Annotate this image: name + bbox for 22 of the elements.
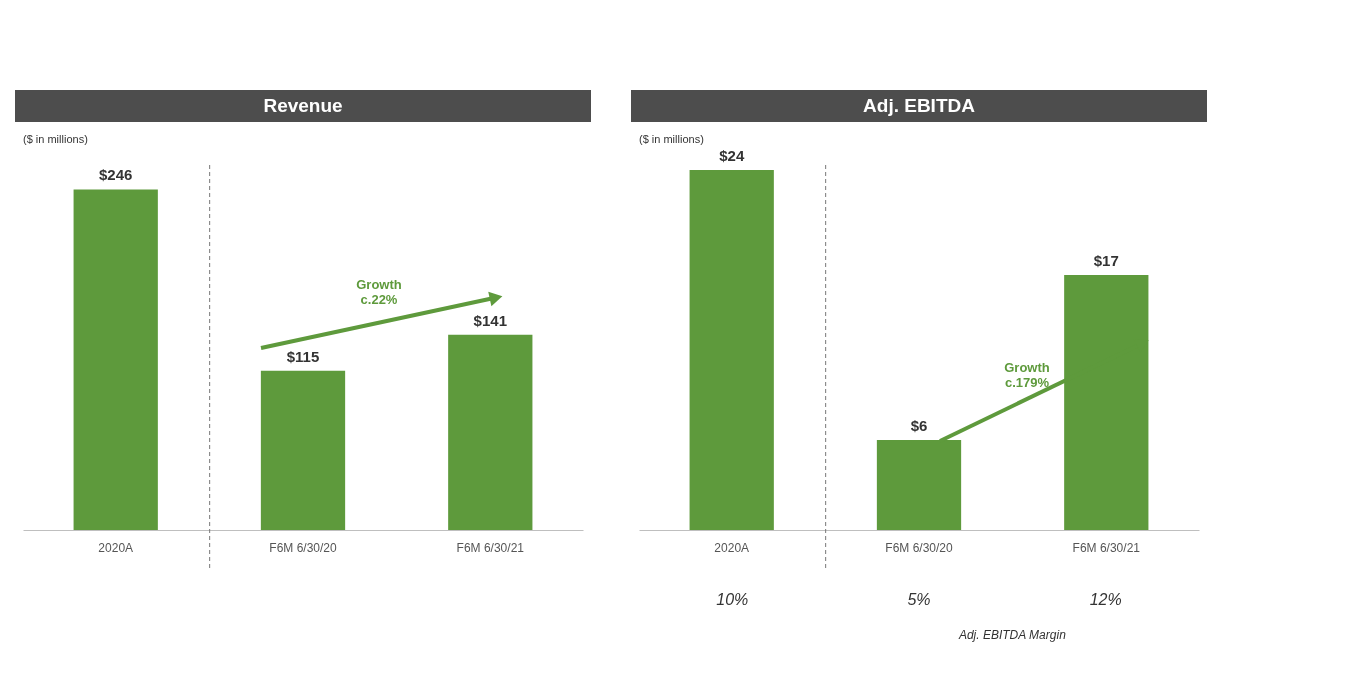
data-label: $141 bbox=[473, 311, 507, 329]
annotation: Growth c.179% bbox=[1004, 360, 1050, 390]
x-tick-label: F6M 6/30/20 bbox=[269, 540, 338, 555]
data-label: $17 bbox=[1093, 252, 1119, 269]
x-tick-label: 2020A bbox=[98, 540, 134, 555]
x-tick-label: 2020A bbox=[714, 540, 750, 555]
x-tick-label: F6M 6/30/21 bbox=[456, 540, 525, 555]
chart-subtitle: ($ in millions) bbox=[23, 133, 88, 145]
data-label: $6 bbox=[910, 417, 928, 434]
text: 10% bbox=[716, 591, 749, 608]
chart-title: Adj. EBITDA bbox=[863, 95, 976, 116]
data-label: $115 bbox=[286, 347, 320, 365]
x-tick-label: F6M 6/30/21 bbox=[1072, 540, 1141, 555]
annotation: Growth c.22% bbox=[356, 277, 402, 307]
x-tick-label: F6M 6/30/20 bbox=[885, 540, 954, 555]
chart-title: Revenue bbox=[263, 95, 343, 116]
text: 12% bbox=[1089, 591, 1122, 608]
text: 5% bbox=[907, 591, 931, 608]
chart-subtitle: ($ in millions) bbox=[639, 133, 704, 145]
data-label: $24 bbox=[719, 147, 745, 164]
text: Adj. EBITDA Margin bbox=[957, 628, 1067, 642]
data-label: $246 bbox=[99, 166, 133, 184]
